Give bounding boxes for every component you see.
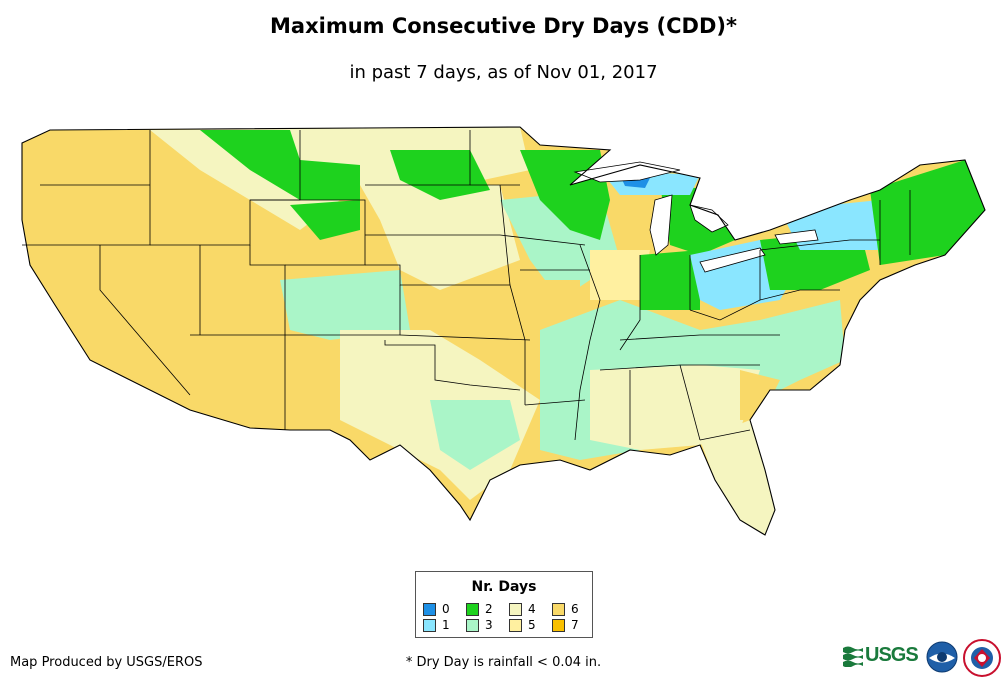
lake-superior [573,161,681,183]
legend-label: 2 [485,602,493,616]
conus-dry-days-map [21,126,986,536]
legend-swatch [466,618,479,632]
legend-swatch [552,602,565,616]
zone-3-texas [430,400,520,470]
zone-6-south-carolina [740,370,780,420]
lake-ontario [774,229,819,245]
legend-item-4: 4 [509,602,536,616]
zone-2-montana [200,130,360,200]
credit-text: Map Produced by USGS/EROS [10,655,203,670]
state-boundaries [21,126,986,536]
legend-item-3: 3 [466,618,493,632]
legend-item-2: 2 [466,602,493,616]
legend-label: 6 [571,602,579,616]
map-title: Maximum Consecutive Dry Days (CDD)* [270,14,737,38]
dry-days-shading [22,127,985,535]
legend-label: 4 [528,602,536,616]
usgs-logo: USGS [843,644,919,667]
great-lakes [573,161,819,273]
legend-label: 5 [528,618,536,632]
usgs-wordmark: USGS [865,644,919,666]
legend-swatch [552,618,565,632]
legend-swatch [423,618,436,632]
legend-title: Nr. Days [471,579,537,595]
zone-3-colorado [280,270,410,340]
legend-swatch [423,602,436,616]
zone-2-new-england [870,160,985,265]
usgs-wave-icon [843,646,863,667]
legend-label: 7 [571,618,579,632]
legend-label: 0 [442,602,450,616]
legend-swatch [509,618,522,632]
conus-outline [21,126,986,536]
lake-erie [699,247,766,273]
lake-michigan [649,194,673,256]
footnote-text: * Dry Day is rainfall < 0.04 in. [405,655,602,670]
zone-2-north-dakota [390,150,490,200]
map-subtitle: in past 7 days, as of Nov 01, 2017 [349,62,658,83]
legend-label: 3 [485,618,493,632]
zone-2-indiana-ohio [640,250,700,310]
zone-2-wyoming [290,200,360,240]
zone-4-central-plains [360,185,520,290]
legend-swatch [509,602,522,616]
noaa-logo [926,641,958,673]
legend-label: 1 [442,618,450,632]
legend-swatch [466,602,479,616]
legend-item-0: 0 [423,602,450,616]
zone-4-florida [700,420,775,535]
zone-5-illinois [590,250,650,300]
map-legend: Nr. Days 0 1 2 3 4 5 6 7 [415,571,593,638]
zone-4-deep-south [590,365,760,450]
legend-item-6: 6 [552,602,579,616]
nws-logo [963,639,1001,677]
legend-item-5: 5 [509,618,536,632]
lake-huron [689,204,729,233]
legend-item-7: 7 [552,618,579,632]
base-6-days [22,127,985,535]
legend-item-1: 1 [423,618,450,632]
